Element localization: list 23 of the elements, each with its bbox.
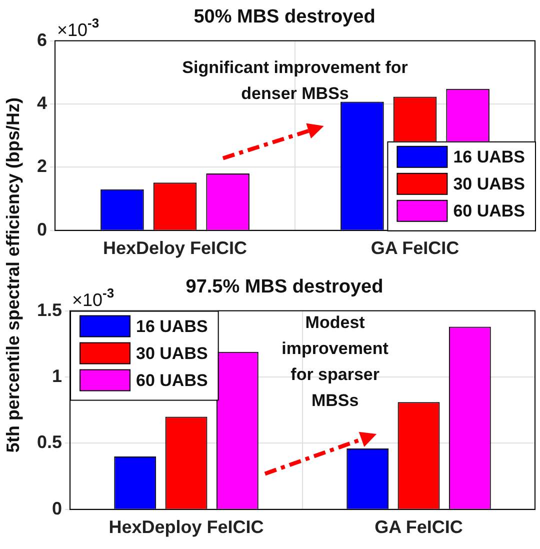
y-tick-label: 6 [36, 30, 48, 50]
y-tick-label: 2 [36, 156, 48, 176]
legend-label: 60 UABS [453, 202, 526, 221]
x-tick-label: GA FeICIC [374, 517, 463, 538]
y-tick-label: 0 [36, 219, 48, 240]
y-axis-title: 5th percentile spectral efficiency (bps/Hz) [2, 96, 24, 455]
legend-label: 30 UABS [136, 344, 208, 363]
x-tick-label: GA FeICIC [370, 238, 460, 258]
legend-label: 30 UABS [453, 174, 526, 194]
y-tick-label: 0 [52, 498, 62, 518]
chart-title: 97.5% MBS destroyed [186, 276, 384, 298]
x-tick-label: HexDeloy FeICIC [102, 238, 248, 258]
legend-label: 60 UABS [136, 370, 208, 390]
legend-label: 16 UABS [136, 316, 208, 336]
annotation: Modest improvement for sparser MBSs [282, 312, 389, 410]
y-tick-label: 1 [52, 366, 62, 386]
y-tick-label: 0.5 [36, 432, 62, 452]
y-tick-label: 4 [36, 92, 48, 113]
legend-label: 16 UABS [453, 148, 526, 167]
annotation: Significant improvement for denser MBSs [182, 58, 408, 103]
chart-title: 50% MBS destroyed [194, 6, 376, 28]
x-tick-label: HexDeploy FeICIC [108, 517, 264, 538]
y-tick-label: 1.5 [36, 300, 62, 320]
